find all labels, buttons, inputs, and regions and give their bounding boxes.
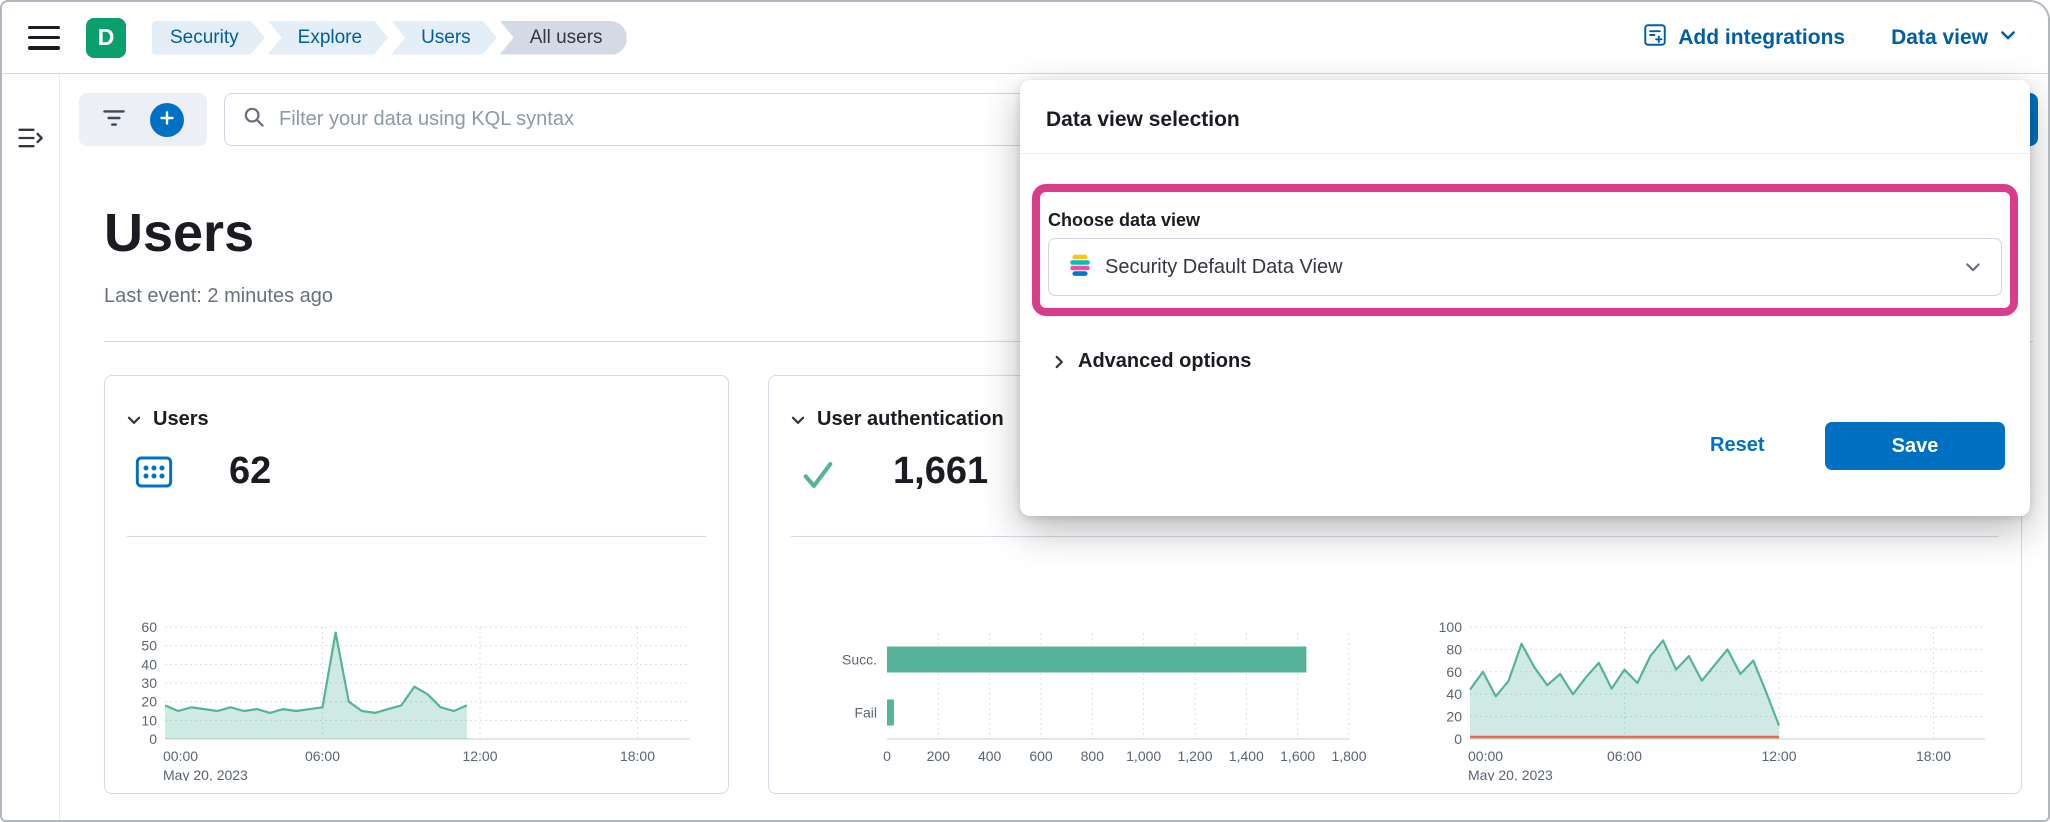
card-divider (791, 536, 1999, 537)
popover-title: Data view selection (1046, 108, 1240, 131)
svg-text:40: 40 (1446, 686, 1462, 702)
advanced-options-toggle[interactable]: Advanced options (1050, 350, 1251, 373)
last-event-text: Last event: 2 minutes ago (104, 285, 334, 307)
chevron-right-icon (1050, 353, 1068, 371)
filter-button[interactable] (102, 108, 126, 131)
card-divider (127, 536, 706, 537)
choose-data-view-label: Choose data view (1048, 210, 1201, 230)
svg-text:00:00: 00:00 (1468, 748, 1503, 764)
svg-text:12:00: 12:00 (462, 748, 497, 764)
svg-text:May 20, 2023: May 20, 2023 (1468, 767, 1553, 781)
users-metric-icon (135, 456, 173, 493)
add-filter-button[interactable] (149, 102, 184, 137)
users-card: Users 62 0 10 20 30 40 50 60 00:00 06:00 12:00 18:… (104, 375, 729, 794)
svg-text:200: 200 (927, 748, 951, 764)
check-icon (801, 460, 835, 495)
svg-text:1,200: 1,200 (1177, 748, 1212, 764)
auth-bar-chart: 0 200 400 600 800 1,000 1,200 1,400 1,600 1,800 Su… (829, 619, 1369, 781)
card-collapse-icon[interactable] (789, 411, 807, 429)
users-card-title: Users (153, 408, 209, 430)
reset-button[interactable]: Reset (1710, 434, 1765, 456)
svg-text:1,400: 1,400 (1229, 748, 1264, 764)
svg-text:18:00: 18:00 (620, 748, 655, 764)
header-actions: Add integrations Data view (1642, 22, 2018, 54)
svg-text:12:00: 12:00 (1761, 748, 1796, 764)
svg-text:60: 60 (141, 619, 157, 635)
card-collapse-icon[interactable] (125, 411, 143, 429)
svg-text:1,600: 1,600 (1280, 748, 1315, 764)
chevron-down-icon (1998, 25, 2018, 51)
svg-text:0: 0 (1454, 731, 1462, 747)
advanced-options-label: Advanced options (1078, 350, 1252, 372)
search-icon (243, 106, 265, 133)
users-area-chart: 0 10 20 30 40 50 60 00:00 06:00 12:00 18:00 May 20,… (119, 619, 714, 783)
svg-text:May 20, 2023: May 20, 2023 (163, 767, 248, 781)
hamburger-menu-icon[interactable] (28, 25, 60, 50)
collapsed-sidebar (2, 74, 60, 820)
auth-card-header: User authentication (789, 408, 1004, 431)
auth-card-title: User authentication (817, 408, 1004, 430)
elastic-logo-icon (1067, 252, 1093, 283)
svg-text:400: 400 (978, 748, 1002, 764)
svg-text:Succ.: Succ. (842, 652, 877, 668)
top-header: D Security Explore Users All users Add i… (2, 2, 2048, 74)
svg-text:06:00: 06:00 (305, 748, 340, 764)
filter-icon (102, 108, 126, 131)
auth-metric-value: 1,661 (893, 450, 989, 492)
breadcrumb-security[interactable]: Security (152, 21, 265, 55)
chevron-down-icon (1963, 257, 1983, 277)
space-avatar[interactable]: D (86, 17, 126, 58)
add-integrations-button[interactable]: Add integrations (1642, 22, 1845, 54)
svg-text:0: 0 (883, 748, 891, 764)
svg-text:30: 30 (141, 675, 157, 691)
breadcrumb-explore[interactable]: Explore (268, 21, 388, 55)
svg-text:100: 100 (1439, 619, 1463, 635)
users-metric-value: 62 (229, 450, 272, 492)
breadcrumb: Security Explore Users All users (152, 20, 627, 55)
save-button[interactable]: Save (1825, 422, 2005, 470)
svg-text:06:00: 06:00 (1607, 748, 1642, 764)
page-title: Users (104, 203, 255, 263)
add-integrations-icon (1642, 22, 1668, 54)
breadcrumb-all-users[interactable]: All users (499, 20, 627, 55)
users-card-header: Users (125, 408, 209, 431)
svg-text:0: 0 (149, 731, 157, 747)
data-view-label: Data view (1891, 25, 1988, 49)
svg-text:10: 10 (141, 712, 157, 728)
svg-text:20: 20 (141, 694, 157, 710)
expand-sidebar-icon[interactable] (16, 124, 44, 155)
svg-text:1,800: 1,800 (1331, 748, 1366, 764)
svg-text:18:00: 18:00 (1916, 748, 1951, 764)
svg-text:20: 20 (1446, 709, 1462, 725)
popover-title-bar: Data view selection (1020, 80, 2030, 154)
data-view-button[interactable]: Data view (1891, 25, 2018, 51)
svg-text:600: 600 (1029, 748, 1053, 764)
svg-text:60: 60 (1446, 664, 1462, 680)
svg-text:80: 80 (1446, 641, 1462, 657)
data-view-popover: Data view selection Choose data view Sec… (1020, 80, 2030, 516)
svg-text:Fail: Fail (854, 705, 877, 721)
add-integrations-label: Add integrations (1678, 25, 1846, 49)
add-filter-icon (159, 110, 175, 129)
svg-text:40: 40 (141, 656, 157, 672)
svg-text:800: 800 (1081, 748, 1105, 764)
data-view-select-value: Security Default Data View (1105, 255, 1343, 278)
svg-text:50: 50 (141, 638, 157, 654)
filter-controls (79, 93, 207, 146)
breadcrumb-users[interactable]: Users (391, 21, 497, 55)
auth-area-chart: 0 20 40 60 80 100 00:00 06:00 12:00 18:00 May 20, … (1424, 619, 2009, 783)
svg-text:1,000: 1,000 (1126, 748, 1161, 764)
svg-text:00:00: 00:00 (163, 748, 198, 764)
data-view-select[interactable]: Security Default Data View (1048, 238, 2002, 296)
